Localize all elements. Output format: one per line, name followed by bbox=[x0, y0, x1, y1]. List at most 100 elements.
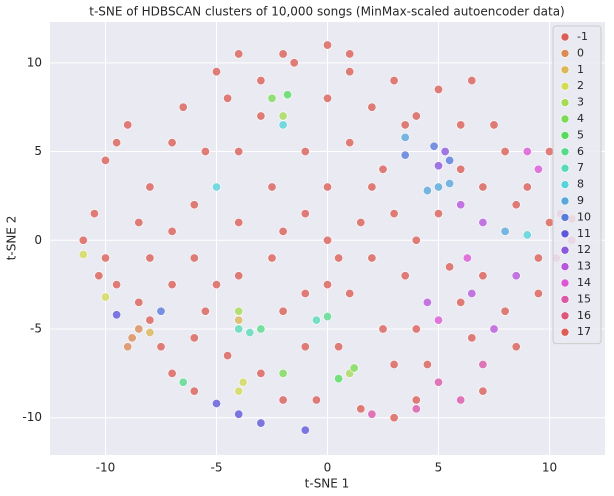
point bbox=[134, 324, 144, 334]
point bbox=[445, 262, 455, 272]
point bbox=[101, 253, 111, 263]
legend-marker bbox=[560, 245, 570, 255]
point bbox=[445, 155, 455, 165]
point bbox=[356, 404, 366, 414]
point bbox=[400, 271, 410, 281]
point bbox=[283, 90, 293, 100]
legend-marker bbox=[560, 327, 570, 337]
legend-marker bbox=[560, 147, 570, 157]
point bbox=[311, 315, 321, 325]
legend-marker bbox=[560, 81, 570, 91]
point bbox=[462, 253, 472, 263]
legend-label: 10 bbox=[577, 210, 591, 223]
point bbox=[134, 218, 144, 228]
point bbox=[300, 147, 310, 157]
y-axis-label: t-SNE 2 bbox=[5, 216, 19, 261]
point bbox=[245, 328, 255, 338]
legend-label: 0 bbox=[577, 46, 584, 59]
point bbox=[367, 409, 377, 419]
point bbox=[389, 359, 399, 369]
point bbox=[89, 209, 99, 219]
point bbox=[411, 111, 421, 121]
point bbox=[433, 161, 443, 171]
point bbox=[223, 93, 233, 103]
point bbox=[411, 324, 421, 334]
point bbox=[145, 253, 155, 263]
legend-marker bbox=[560, 180, 570, 189]
point bbox=[78, 235, 88, 245]
point bbox=[533, 253, 543, 263]
y-tick-label: -10 bbox=[22, 410, 42, 424]
point bbox=[127, 333, 137, 343]
point bbox=[256, 418, 266, 428]
point bbox=[156, 306, 166, 316]
point bbox=[511, 200, 521, 210]
point bbox=[378, 164, 388, 174]
point bbox=[456, 200, 466, 210]
point bbox=[145, 328, 155, 338]
point bbox=[123, 120, 133, 130]
point bbox=[429, 141, 439, 151]
point bbox=[178, 102, 188, 112]
point bbox=[356, 218, 366, 228]
point bbox=[178, 377, 188, 387]
point bbox=[389, 413, 399, 423]
point bbox=[101, 292, 111, 302]
point bbox=[234, 147, 244, 157]
point bbox=[212, 280, 222, 290]
point bbox=[94, 271, 104, 281]
point bbox=[433, 315, 443, 325]
point bbox=[145, 315, 155, 325]
point bbox=[411, 235, 421, 245]
point bbox=[278, 226, 288, 236]
point bbox=[433, 209, 443, 219]
legend-label: 9 bbox=[577, 194, 584, 207]
point bbox=[389, 209, 399, 219]
point bbox=[322, 182, 332, 192]
point bbox=[200, 147, 210, 157]
point bbox=[345, 289, 355, 299]
point bbox=[212, 399, 222, 409]
point bbox=[467, 333, 477, 343]
point bbox=[112, 280, 122, 290]
point bbox=[433, 84, 443, 94]
point bbox=[378, 324, 388, 334]
legend-label: 5 bbox=[577, 128, 584, 141]
legend-marker bbox=[560, 32, 570, 42]
point bbox=[400, 120, 410, 130]
legend-marker bbox=[560, 213, 570, 222]
legend-label: -1 bbox=[577, 30, 588, 43]
point bbox=[223, 351, 233, 361]
point bbox=[411, 395, 421, 405]
legend-marker bbox=[560, 311, 570, 321]
legend-label: 6 bbox=[577, 145, 584, 158]
point bbox=[238, 377, 248, 387]
legend-label: 16 bbox=[577, 309, 591, 322]
point bbox=[234, 49, 244, 59]
point bbox=[156, 342, 166, 352]
legend-marker bbox=[560, 229, 570, 239]
point bbox=[322, 235, 332, 245]
point bbox=[511, 271, 521, 281]
point bbox=[234, 218, 244, 228]
legend-label: 15 bbox=[577, 292, 591, 305]
legend-marker bbox=[560, 196, 570, 206]
point bbox=[456, 164, 466, 174]
legend-label: 2 bbox=[577, 79, 584, 92]
point bbox=[522, 230, 532, 240]
point bbox=[167, 368, 177, 378]
point bbox=[433, 182, 443, 192]
x-tick-label: 0 bbox=[324, 461, 332, 475]
legend-marker bbox=[560, 163, 570, 173]
legend-marker bbox=[560, 278, 570, 288]
point bbox=[267, 182, 277, 192]
point bbox=[433, 377, 443, 387]
point bbox=[478, 218, 488, 228]
legend-marker bbox=[560, 262, 570, 271]
legend-label: 3 bbox=[577, 96, 584, 109]
x-axis-label: t-SNE 1 bbox=[305, 477, 350, 491]
point bbox=[500, 306, 510, 316]
point bbox=[400, 132, 410, 142]
point bbox=[522, 147, 532, 157]
